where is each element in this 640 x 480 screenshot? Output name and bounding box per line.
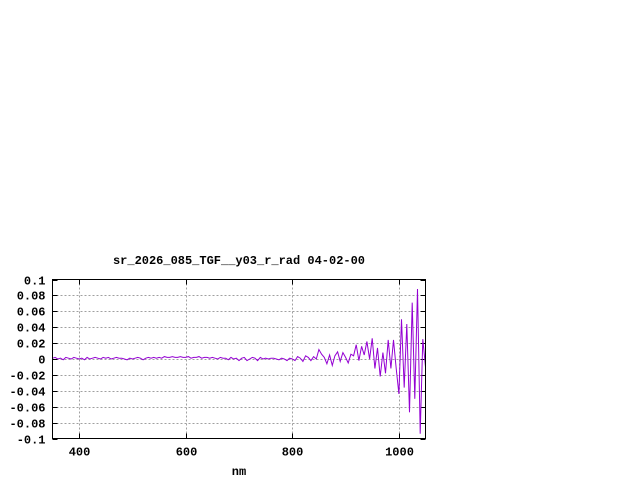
- y-tick-label: 0.04: [17, 322, 46, 336]
- y-tick-label: 0.1: [24, 275, 46, 289]
- x-tick-label: 600: [176, 446, 198, 460]
- ticks: 400 600 800 1000 0.10.08 0.06 0.04 0.02 0 -0.02 -0…: [9, 275, 426, 460]
- x-axis-label: nm: [232, 465, 246, 479]
- y-tick-label: 0.06: [17, 306, 46, 320]
- y-tick-label: -0.08: [9, 418, 45, 432]
- y-tick-label: -0.06: [9, 402, 45, 416]
- y-tick-label: -0.1: [17, 434, 46, 448]
- x-tick-label: 400: [69, 446, 91, 460]
- x-tick-label: 1000: [385, 446, 414, 460]
- plot-frame: [52, 279, 426, 439]
- series-line: [52, 288, 426, 434]
- y-tick-label: -0.04: [9, 386, 45, 400]
- y-tick-label: 0.02: [17, 338, 46, 352]
- chart-title: sr_2026_085_TGF__y03_r_rad 04-02-00: [113, 254, 365, 268]
- y-tick-label: 0: [38, 354, 45, 368]
- y-tick-label: -0.02: [9, 370, 45, 384]
- grid: [52, 279, 426, 439]
- x-tick-label: 800: [282, 446, 304, 460]
- y-tick-label: 0.08: [17, 290, 46, 304]
